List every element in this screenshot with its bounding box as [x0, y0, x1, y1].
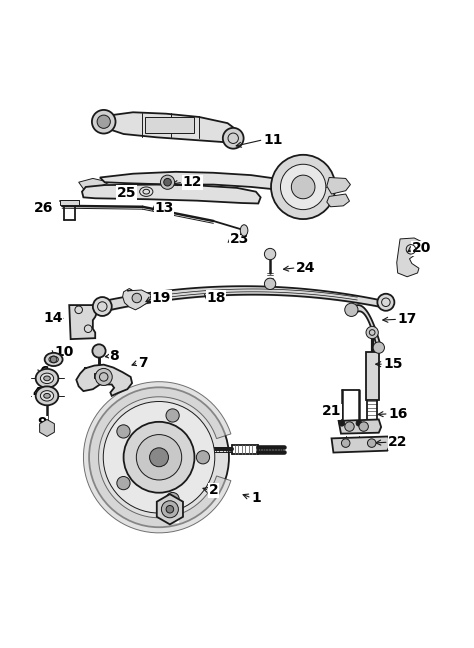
Ellipse shape	[44, 376, 50, 381]
Polygon shape	[157, 494, 183, 524]
Text: 2: 2	[209, 483, 219, 498]
Text: 23: 23	[230, 232, 249, 246]
Circle shape	[92, 344, 106, 358]
Text: 5: 5	[143, 470, 152, 485]
Text: 20: 20	[412, 242, 431, 255]
Circle shape	[367, 439, 376, 447]
Circle shape	[89, 388, 229, 527]
Text: 15: 15	[383, 357, 403, 371]
Ellipse shape	[40, 373, 54, 384]
Text: 25: 25	[117, 185, 136, 200]
Text: 13: 13	[155, 202, 173, 215]
Text: 8: 8	[109, 349, 119, 363]
Text: 18: 18	[206, 291, 226, 305]
Circle shape	[271, 155, 335, 219]
Circle shape	[345, 303, 358, 316]
Text: 12: 12	[182, 175, 202, 189]
Circle shape	[117, 476, 130, 490]
FancyBboxPatch shape	[94, 373, 104, 378]
Ellipse shape	[240, 225, 248, 236]
Circle shape	[103, 402, 215, 513]
Circle shape	[132, 294, 142, 303]
Circle shape	[264, 248, 276, 260]
Circle shape	[137, 435, 182, 480]
Circle shape	[345, 422, 354, 432]
FancyBboxPatch shape	[145, 117, 194, 133]
Ellipse shape	[45, 353, 63, 366]
Circle shape	[281, 164, 326, 210]
Circle shape	[196, 450, 210, 464]
Circle shape	[97, 115, 110, 128]
Polygon shape	[327, 178, 350, 194]
Circle shape	[150, 448, 168, 467]
Polygon shape	[69, 305, 98, 339]
Text: 11: 11	[263, 133, 283, 146]
Text: 4: 4	[33, 386, 43, 400]
Ellipse shape	[36, 386, 58, 405]
FancyBboxPatch shape	[60, 200, 79, 205]
Circle shape	[160, 175, 174, 189]
Circle shape	[166, 505, 173, 513]
Polygon shape	[82, 185, 261, 203]
Polygon shape	[100, 112, 237, 142]
Circle shape	[341, 439, 350, 447]
Text: 10: 10	[54, 345, 73, 360]
Circle shape	[292, 175, 315, 199]
Circle shape	[93, 297, 112, 316]
Polygon shape	[76, 365, 132, 396]
Polygon shape	[40, 419, 55, 437]
Polygon shape	[397, 238, 424, 277]
Circle shape	[264, 278, 276, 290]
Circle shape	[95, 369, 112, 386]
Text: 9: 9	[37, 416, 47, 430]
Circle shape	[359, 422, 368, 432]
Circle shape	[373, 342, 384, 353]
Polygon shape	[83, 382, 231, 533]
Circle shape	[164, 178, 171, 186]
Polygon shape	[79, 178, 109, 189]
Circle shape	[124, 422, 194, 492]
Ellipse shape	[40, 391, 54, 401]
Text: 19: 19	[152, 291, 171, 305]
Text: 26: 26	[34, 202, 53, 215]
Circle shape	[92, 110, 116, 133]
Polygon shape	[100, 172, 303, 192]
Circle shape	[377, 294, 394, 311]
Circle shape	[356, 421, 362, 426]
FancyBboxPatch shape	[365, 353, 379, 400]
Circle shape	[117, 425, 130, 438]
Polygon shape	[331, 437, 391, 452]
Text: 7: 7	[138, 356, 147, 370]
Circle shape	[50, 356, 57, 363]
Text: 6: 6	[39, 365, 49, 379]
Circle shape	[166, 492, 179, 505]
Text: 14: 14	[43, 311, 63, 325]
Ellipse shape	[49, 356, 58, 363]
Text: 17: 17	[398, 312, 417, 327]
Text: 16: 16	[388, 407, 408, 421]
Text: 22: 22	[388, 435, 408, 449]
Text: 3: 3	[168, 509, 178, 522]
Polygon shape	[123, 288, 151, 310]
Circle shape	[223, 128, 244, 148]
Text: 1: 1	[251, 491, 261, 505]
Text: 24: 24	[296, 260, 316, 275]
Ellipse shape	[44, 393, 50, 399]
Polygon shape	[327, 194, 349, 207]
Circle shape	[161, 501, 178, 518]
Circle shape	[366, 327, 378, 339]
Circle shape	[166, 409, 179, 422]
Ellipse shape	[36, 369, 58, 388]
Polygon shape	[350, 305, 381, 351]
Circle shape	[339, 421, 345, 426]
Polygon shape	[338, 419, 381, 434]
Text: 21: 21	[322, 404, 342, 419]
